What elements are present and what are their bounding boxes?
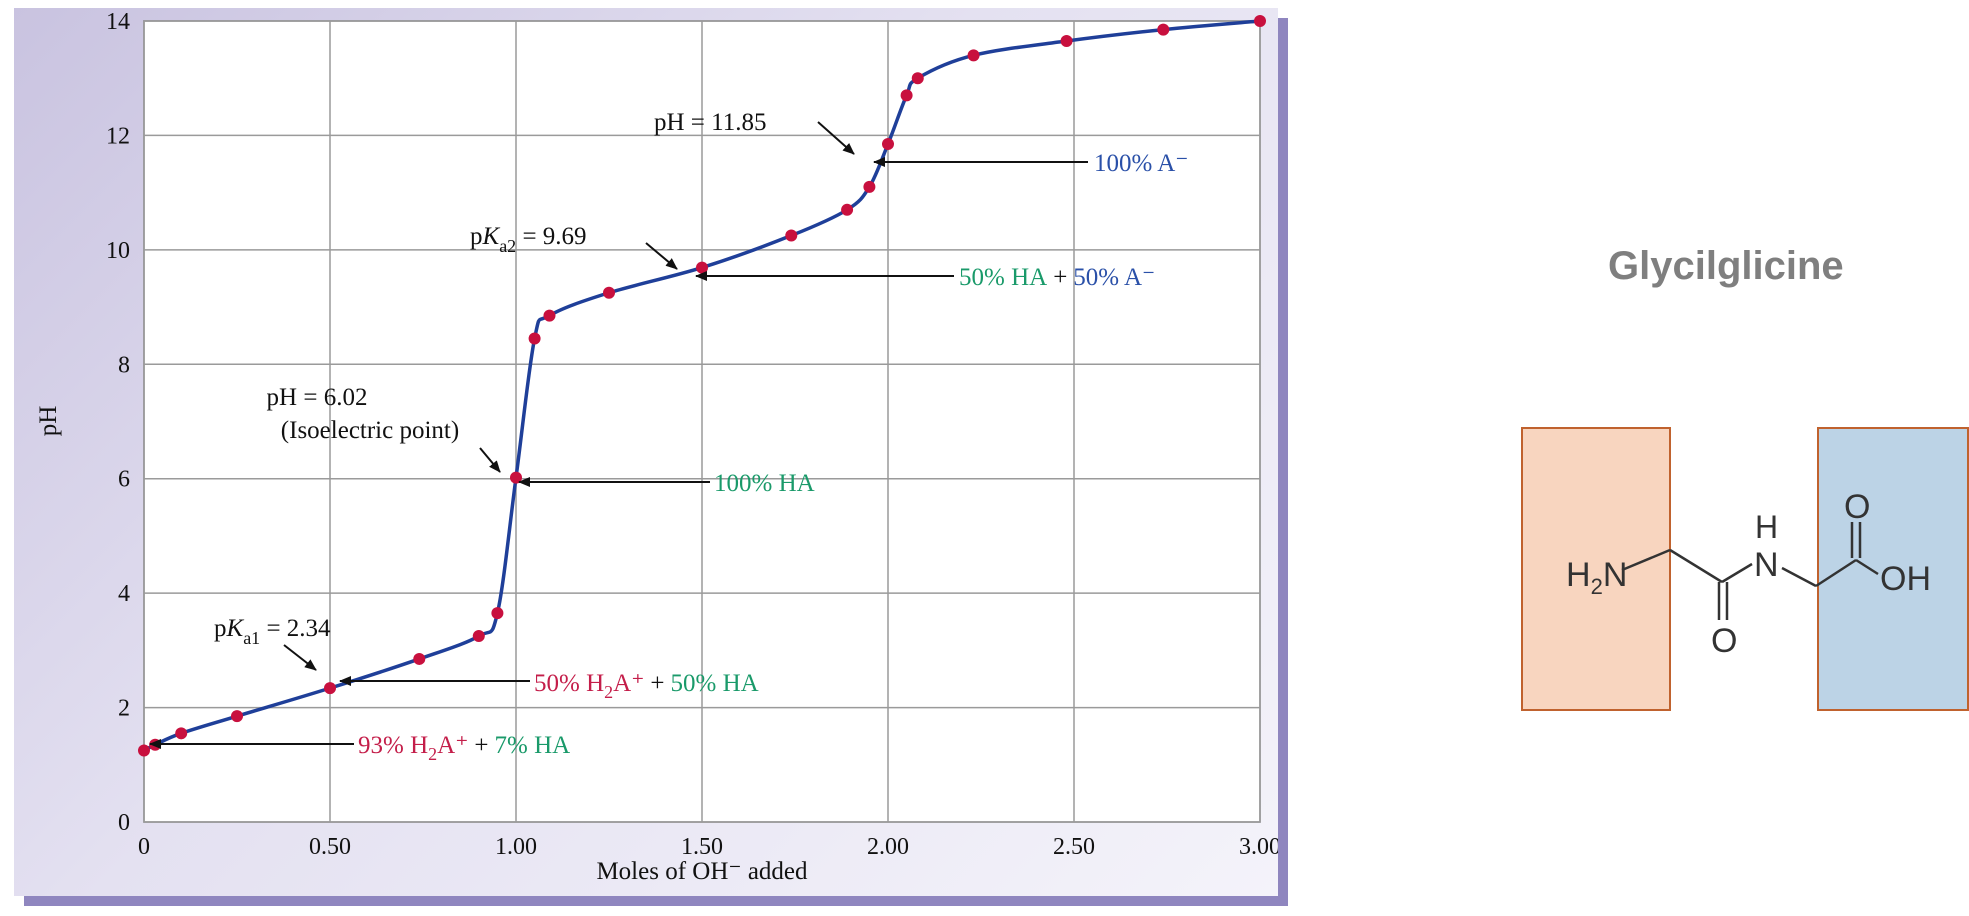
data-point	[543, 309, 556, 322]
label-93-h2a-7-ha: 93% H2A⁺ +7% HA	[358, 732, 570, 764]
label-50-ha-50-a-minus: 50% HA +50% A⁻	[959, 264, 1155, 291]
data-point	[413, 652, 426, 665]
label-93-h2a: 93% H	[358, 732, 428, 759]
pka2-k: K	[482, 223, 501, 250]
pka1-k: K	[226, 615, 245, 642]
data-point	[696, 261, 708, 274]
x-tick-label: 0.50	[309, 834, 351, 860]
h2a-subscript: 2	[428, 744, 437, 764]
amino-n: N	[1603, 556, 1628, 594]
label-100-ha: 100% HA	[714, 470, 815, 497]
data-point	[231, 710, 243, 723]
amino-sub-2: 2	[1591, 574, 1603, 599]
annotation-ph-6-02: pH = 6.02	[267, 384, 368, 411]
pka2-value: = 9.69	[516, 223, 586, 250]
data-point	[1060, 35, 1073, 48]
x-tick-label: 2.00	[867, 834, 909, 860]
x-axis-title: Moles of OH⁻ added	[596, 858, 808, 885]
amino-h: H	[1566, 556, 1591, 594]
y-axis-title: pH	[35, 406, 62, 437]
y-tick-label: 8	[118, 352, 130, 378]
data-markers	[138, 15, 1266, 757]
y-tick-label: 4	[118, 581, 130, 607]
amino-group-box	[1521, 427, 1671, 711]
carbonyl-o-bottom: O	[1711, 622, 1737, 660]
data-point	[472, 630, 485, 643]
amino-h2n: H2N	[1566, 556, 1627, 599]
titration-chart: 0 0.50 1.00 1.50 2.00 2.50 3.00 0 2 4 6 8 10 12 14 Mol…	[35, 9, 1278, 885]
molecule-title: Glycilglicine	[1608, 244, 1844, 288]
label-50-ha: 50% HA	[959, 264, 1047, 291]
y-tick-label: 12	[106, 123, 130, 149]
label-50-h2a-50-ha: 50% H2A⁺ +50% HA	[534, 670, 759, 702]
data-point	[491, 607, 504, 620]
x-tick-label: 2.50	[1053, 834, 1095, 860]
data-point	[911, 72, 924, 85]
annotation-ph-11-85: pH = 11.85	[654, 109, 766, 136]
annotation-arrows	[149, 121, 1088, 749]
plus-sign: +	[474, 732, 488, 759]
y-tick-label: 6	[118, 467, 130, 493]
data-point	[967, 49, 980, 62]
carbonyl-o-top: O	[1844, 488, 1870, 526]
label-50-h2a: 50% H	[534, 670, 604, 697]
data-point	[528, 332, 541, 345]
tick-labels: 0 0.50 1.00 1.50 2.00 2.50 3.00 0 2 4 6 8 10 12 14	[106, 9, 1278, 860]
pka1-subscript: a1	[243, 628, 260, 648]
y-tick-label: 0	[118, 810, 130, 836]
y-tick-label: 2	[118, 696, 130, 722]
data-point	[863, 180, 876, 193]
data-point	[785, 229, 798, 242]
data-point	[138, 744, 150, 757]
data-point	[900, 89, 913, 102]
amide-n: N	[1754, 546, 1779, 584]
carboxyl-oh: OH	[1880, 560, 1931, 598]
data-point	[1157, 23, 1170, 36]
label-50-ha: 50% HA	[671, 670, 759, 697]
h2a-subscript: 2	[604, 682, 613, 702]
y-tick-label: 10	[106, 238, 130, 264]
pka2-subscript: a2	[499, 236, 516, 256]
pka1-prefix: p	[214, 615, 227, 642]
data-point	[882, 138, 894, 151]
label-7-ha: 7% HA	[495, 732, 571, 759]
data-point	[1254, 15, 1266, 27]
amide-h: H	[1755, 509, 1778, 545]
annotation-isoelectric: (Isoelectric point)	[281, 417, 459, 444]
data-point	[324, 682, 336, 695]
h2a-a-plus: A⁺	[437, 732, 468, 759]
plus-sign: +	[650, 670, 664, 697]
data-point	[603, 286, 615, 299]
glycylglycine-structure: H2N H N O OH O	[1521, 427, 1969, 711]
molecule-bonds	[1621, 522, 1879, 620]
x-tick-label: 3.00	[1239, 834, 1278, 860]
data-point	[175, 727, 188, 740]
label-100-a-minus: 100% A⁻	[1094, 150, 1188, 177]
y-tick-label: 14	[106, 9, 130, 35]
annotation-pka2: pKa2 = 9.69	[470, 223, 587, 256]
plus-sign: +	[1053, 264, 1067, 291]
h2a-a-plus: A⁺	[613, 670, 644, 697]
annotation-pka1: pKa1 = 2.34	[214, 615, 331, 648]
grid	[143, 20, 1261, 823]
label-50-a-minus: 50% A⁻	[1073, 264, 1155, 291]
pka2-prefix: p	[470, 223, 483, 250]
data-point	[841, 203, 854, 216]
x-tick-label: 1.50	[681, 834, 723, 860]
x-tick-label: 0	[138, 834, 150, 860]
x-tick-label: 1.00	[495, 834, 537, 860]
pka1-value: = 2.34	[260, 615, 331, 642]
